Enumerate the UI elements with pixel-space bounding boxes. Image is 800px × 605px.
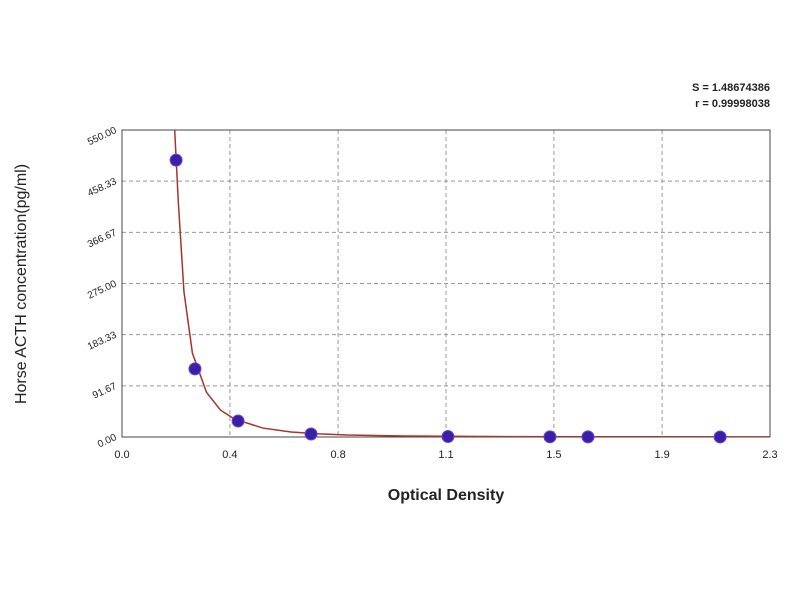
x-tick-label: 1.1 — [438, 449, 453, 461]
data-point — [543, 430, 557, 444]
data-point — [304, 427, 318, 441]
data-point — [713, 430, 727, 444]
data-point — [441, 430, 455, 444]
x-tick-label: 1.5 — [546, 449, 561, 461]
data-point — [581, 430, 595, 444]
data-point — [169, 153, 183, 167]
x-tick-label: 2.3 — [762, 449, 777, 461]
x-tick-label: 0.4 — [222, 449, 237, 461]
y-axis-label: Horse ACTH concentration(pg/ml) — [13, 164, 30, 404]
annotation: r = 0.99998038 — [695, 98, 770, 110]
annotation: S = 1.48674386 — [692, 82, 770, 94]
data-point — [231, 414, 245, 428]
fit-curve — [173, 130, 770, 437]
x-tick-label: 0.0 — [114, 449, 129, 461]
x-axis-label: Optical Density — [388, 487, 505, 504]
plot-area — [173, 130, 770, 437]
data-point — [188, 362, 202, 376]
x-tick-label: 0.8 — [330, 449, 345, 461]
x-tick-label: 1.9 — [654, 449, 669, 461]
